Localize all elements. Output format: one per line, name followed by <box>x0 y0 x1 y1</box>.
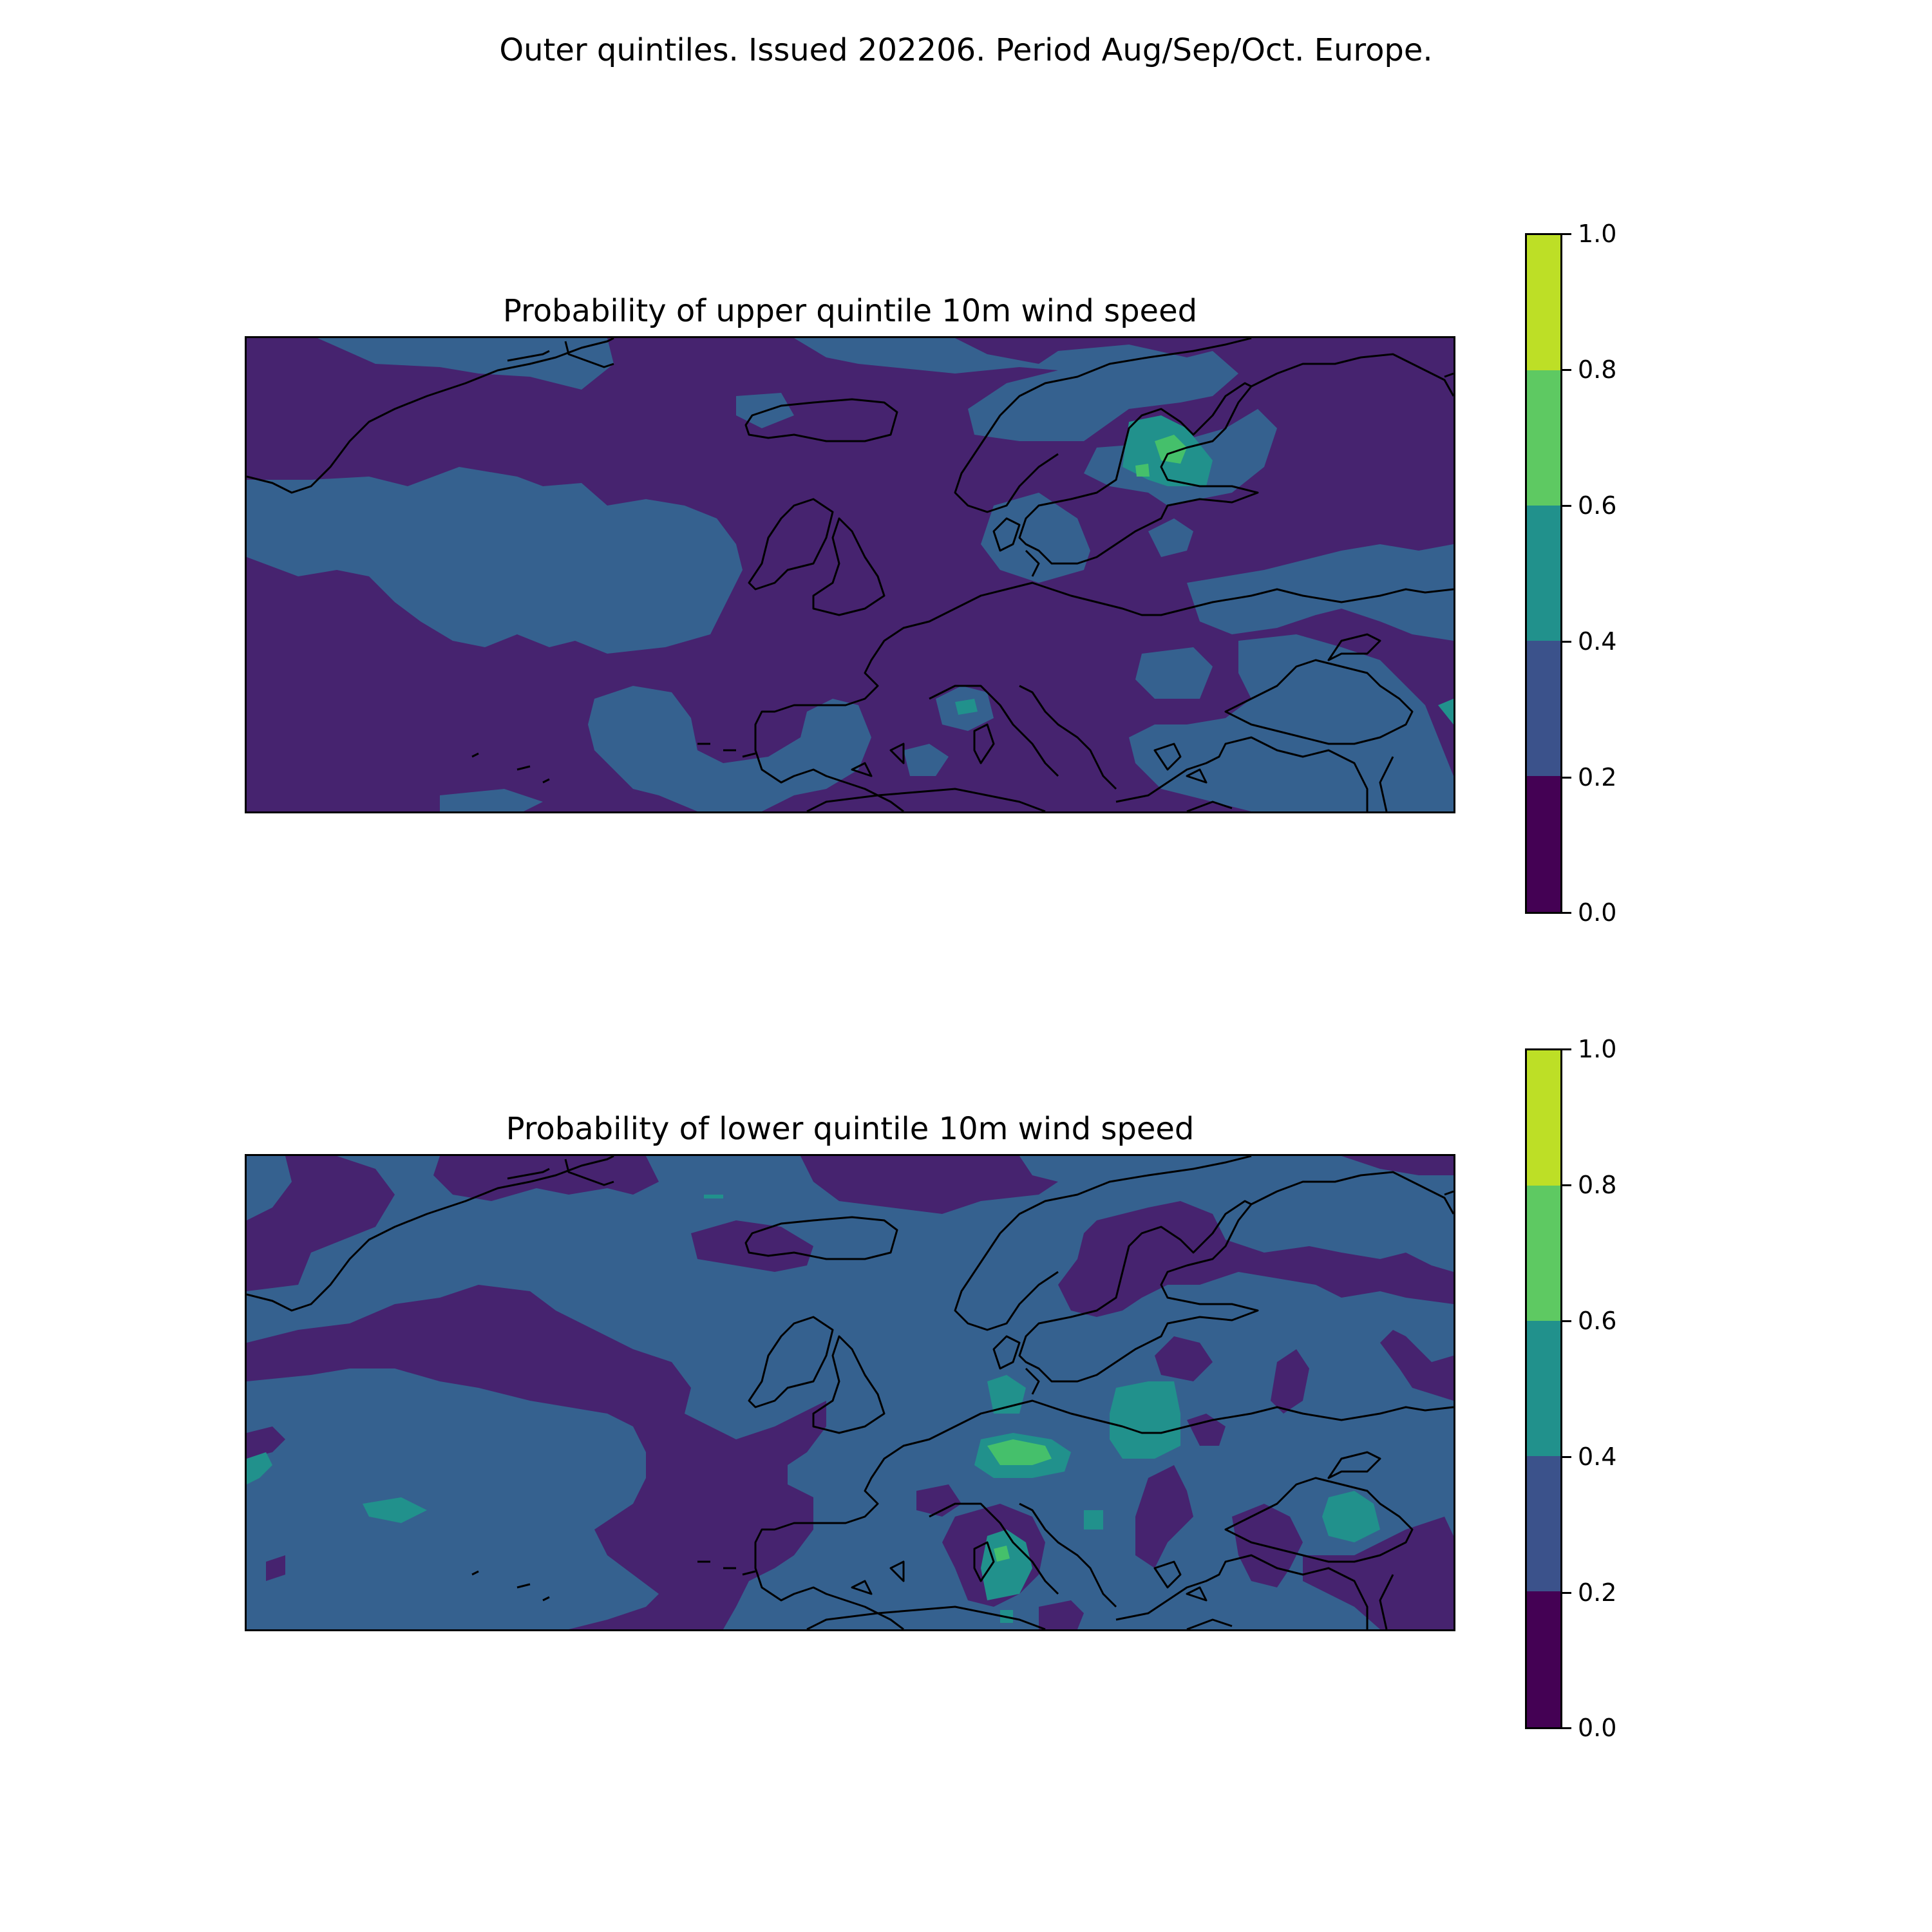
map-upper-quintile <box>245 336 1455 813</box>
colorbar-lower-swatches <box>1527 1050 1560 1727</box>
cbar-upper-tick <box>1562 233 1571 235</box>
swatch-0.2-0.4 <box>1527 641 1560 777</box>
cbar-lower-tick-label: 1.0 <box>1578 1035 1617 1063</box>
cbar-lower-tick-label: 0.0 <box>1578 1714 1617 1742</box>
swatch-0.2-0.4 <box>1527 1456 1560 1592</box>
cbar-upper-tick-label: 0.4 <box>1578 627 1617 656</box>
regions-prob-0-0.2 <box>247 1156 1454 1629</box>
cbar-lower-tick <box>1562 1456 1571 1458</box>
cbar-lower-tick-label: 0.4 <box>1578 1443 1617 1471</box>
cbar-lower-tick <box>1562 1592 1571 1594</box>
swatch-0.4-0.6 <box>1527 1321 1560 1457</box>
regions-prob-0.6-0.8 <box>987 1439 1052 1562</box>
cbar-upper-tick <box>1562 641 1571 643</box>
swatch-0.6-0.8 <box>1527 370 1560 506</box>
map-lower-svg <box>247 1156 1454 1629</box>
colorbar-upper-swatches <box>1527 235 1560 912</box>
map-lower-quintile <box>245 1154 1455 1631</box>
cbar-lower-tick <box>1562 1048 1571 1050</box>
swatch-0.6-0.8 <box>1527 1186 1560 1321</box>
cbar-lower-tick <box>1562 1184 1571 1186</box>
figure-title: Outer quintiles. Issued 202206. Period A… <box>499 32 1433 68</box>
swatch-0.8-1.0 <box>1527 235 1560 371</box>
cbar-upper-tick-label: 0.0 <box>1578 898 1617 927</box>
regions-prob-0.6-0.8 <box>1135 435 1187 477</box>
colorbar-upper <box>1525 233 1562 914</box>
cbar-lower-tick-label: 0.8 <box>1578 1171 1617 1199</box>
cbar-upper-tick <box>1562 369 1571 371</box>
cbar-lower-tick <box>1562 1320 1571 1322</box>
cbar-upper-tick-label: 0.2 <box>1578 763 1617 791</box>
colorbar-lower <box>1525 1048 1562 1729</box>
swatch-0.4-0.6 <box>1527 506 1560 641</box>
cbar-upper-tick <box>1562 777 1571 779</box>
panel-title-lower: Probability of lower quintile 10m wind s… <box>506 1111 1195 1147</box>
cbar-upper-tick-label: 0.6 <box>1578 491 1617 520</box>
cbar-lower-tick-label: 0.6 <box>1578 1307 1617 1335</box>
map-upper-svg <box>247 338 1454 811</box>
cbar-lower-tick-label: 0.2 <box>1578 1578 1617 1607</box>
cbar-upper-tick <box>1562 505 1571 507</box>
swatch-0.0-0.2 <box>1527 776 1560 912</box>
panel-title-upper: Probability of upper quintile 10m wind s… <box>502 293 1198 329</box>
cbar-upper-tick-label: 1.0 <box>1578 220 1617 248</box>
coastlines <box>247 338 1454 811</box>
cbar-upper-tick <box>1562 912 1571 914</box>
swatch-0.0-0.2 <box>1527 1591 1560 1727</box>
cbar-lower-tick <box>1562 1727 1571 1729</box>
cbar-upper-tick-label: 0.8 <box>1578 355 1617 384</box>
coastlines <box>247 1156 1454 1629</box>
swatch-0.8-1.0 <box>1527 1050 1560 1186</box>
